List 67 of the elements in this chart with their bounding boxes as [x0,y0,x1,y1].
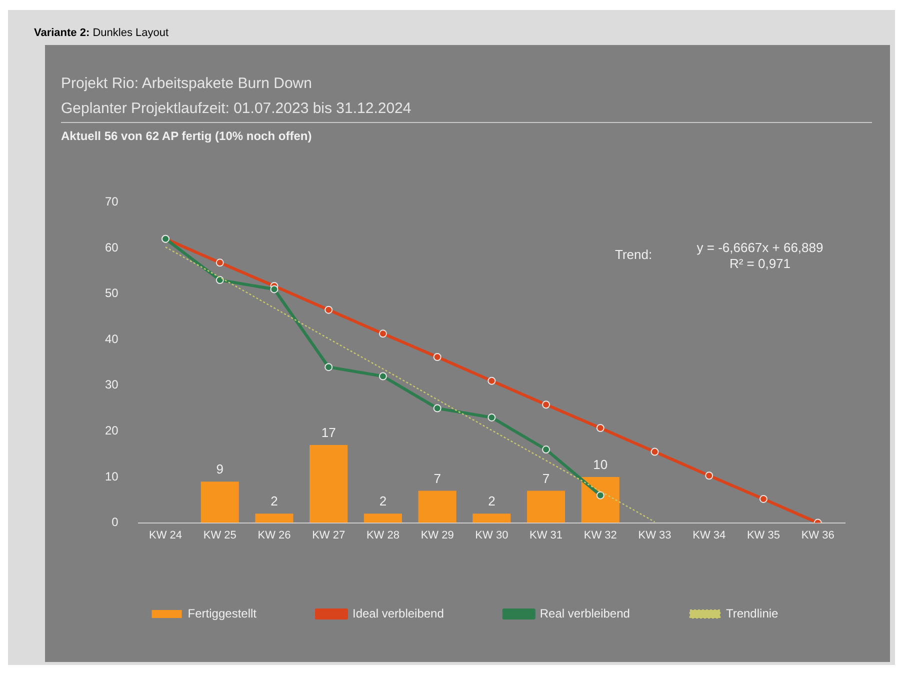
data-label: 10 [593,457,608,472]
point [596,424,604,432]
y-tick-label: 60 [104,240,119,254]
point [705,472,714,480]
y-tick-label: 70 [104,194,119,209]
x-tick-label: KW 34 [692,529,726,542]
data-label: 17 [321,425,336,440]
bar [581,477,620,523]
data-label: 7 [542,470,550,486]
bar [527,490,566,523]
x-tick-label: KW 28 [366,529,400,542]
point [324,363,333,372]
data-label: 2 [379,494,387,509]
y-tick-label: 0 [112,515,119,530]
x-tick-label: KW 27 [312,529,346,542]
bar [255,514,294,523]
x-tick-label: KW 24 [149,529,182,542]
data-label: 2 [488,494,496,509]
annotation: y = -6,6667x + 66,889 [696,240,824,255]
point [378,330,387,338]
x-tick-label: KW 31 [530,529,563,542]
point [270,285,278,294]
point [488,376,496,385]
chart-title: Projekt Rio: Arbeitspakete Burn Down [61,75,312,92]
data-label: 7 [434,470,441,486]
point [324,306,333,314]
x-tick-label: KW 26 [258,529,291,542]
point [433,404,442,412]
bar [364,514,402,523]
y-tick-label: 40 [104,332,119,346]
data-label: 2 [270,494,278,509]
point [216,258,224,267]
point [596,491,604,500]
x-tick-label: KW 30 [475,529,508,542]
text: Variante 2: Dunkles Layout [34,27,169,39]
point [650,448,659,456]
bar [418,490,456,523]
point [433,353,442,362]
point [542,446,550,454]
x-tick-label: KW 25 [203,529,236,542]
bar [472,514,511,523]
bar [310,444,348,523]
legend-label: Real verbleibend [540,606,630,620]
y-tick-label: 20 [104,424,119,438]
annotation: R² = 0,971 [728,256,792,271]
annotation: Trend: [615,247,652,262]
x-tick-label: KW 33 [638,529,672,542]
legend-label: Ideal verbleibend [352,606,444,620]
point [542,400,550,409]
line-series [164,246,656,522]
legend-label: Fertiggestellt [188,606,258,620]
x-tick-label: KW 32 [584,529,617,542]
point [488,413,496,422]
legend-label: Trendlinie [726,606,779,620]
point [378,372,387,380]
x-tick-label: KW 35 [746,529,780,542]
chart-subtitle: Geplanter Projektlaufzeit: 01.07.2023 bis 31.12.2024 [61,100,412,117]
y-tick-label: 10 [104,469,119,484]
bar [200,482,239,523]
point [216,276,224,284]
x-tick-label: KW 29 [420,529,454,542]
point [759,494,768,503]
y-tick-label: 50 [104,286,119,300]
y-tick-label: 30 [104,378,119,392]
x-tick-label: KW 36 [801,529,834,542]
text: Aktuell 56 von 62 AP fertig (10% noch offen) [61,129,312,143]
data-label: 9 [216,462,224,477]
